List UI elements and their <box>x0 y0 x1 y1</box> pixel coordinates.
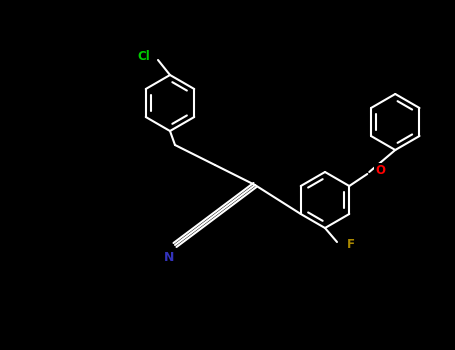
Text: N: N <box>164 251 174 264</box>
Text: Cl: Cl <box>137 50 150 63</box>
Text: O: O <box>375 164 385 177</box>
Text: F: F <box>347 238 355 252</box>
